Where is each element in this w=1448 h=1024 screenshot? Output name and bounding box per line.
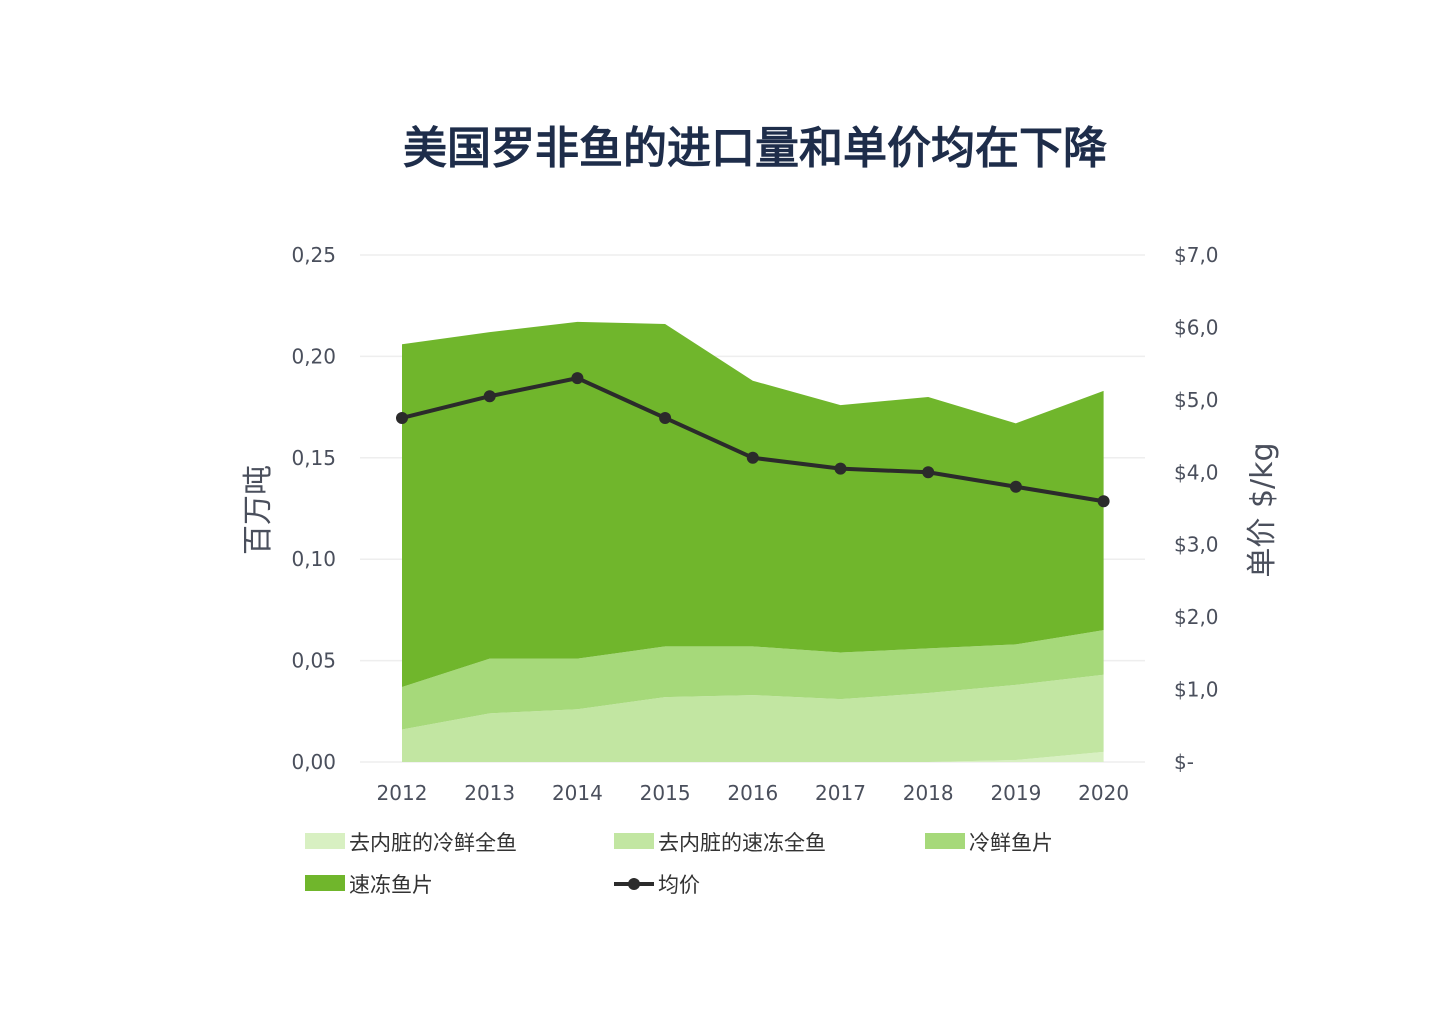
legend-item: 去内脏的速冻全鱼 [614, 831, 826, 855]
y2-tick-label: $2,0 [1174, 605, 1219, 629]
stacked-areas [402, 321, 1104, 762]
legend-item: 冷鲜鱼片 [925, 831, 1053, 855]
y2-tick-label: $6,0 [1174, 315, 1219, 339]
y-tick-label: 0,10 [291, 547, 336, 571]
legend-label: 去内脏的冷鲜全鱼 [349, 831, 517, 855]
y2-tick-label: $1,0 [1174, 678, 1219, 702]
y-tick-label: 0,00 [291, 750, 336, 774]
y-tick-label: 0,15 [291, 446, 336, 470]
legend-swatch [305, 875, 345, 891]
y2-axis-title: 单价 $/kg [1245, 442, 1280, 577]
y2-tick-label: $7,0 [1174, 243, 1219, 267]
legend-swatch [614, 833, 654, 849]
x-tick-label: 2020 [1078, 781, 1129, 805]
area-series [402, 630, 1104, 730]
legend-label: 冷鲜鱼片 [969, 831, 1053, 855]
area-series [402, 674, 1104, 762]
legend-label: 速冻鱼片 [349, 873, 433, 897]
price-point [1009, 480, 1022, 493]
legend-swatch [925, 833, 965, 849]
legend-swatch [305, 833, 345, 849]
x-tick-label: 2017 [815, 781, 866, 805]
right-axis-ticks: $- $1,0 $2,0 $3,0 $4,0 $5,0 $6,0 $7,0 [1174, 243, 1219, 774]
x-axis-ticks: 2012 2013 2014 2015 2016 2017 2018 2019 2020 [377, 781, 1130, 805]
price-point [571, 372, 584, 385]
y-tick-label: 0,05 [291, 649, 336, 673]
price-point [659, 411, 672, 424]
x-tick-label: 2016 [727, 781, 778, 805]
price-point [922, 466, 935, 479]
price-point [746, 451, 759, 464]
price-point [483, 390, 496, 403]
price-point [1097, 495, 1110, 508]
x-tick-label: 2012 [377, 781, 428, 805]
y2-tick-label: $- [1174, 750, 1194, 774]
y-tick-label: 0,20 [291, 344, 336, 368]
x-tick-label: 2014 [552, 781, 603, 805]
legend-item: 速冻鱼片 [305, 873, 433, 897]
left-axis-ticks: 0,00 0,05 0,10 0,15 0,20 0,25 [291, 243, 336, 774]
x-tick-label: 2018 [903, 781, 954, 805]
chart-title: 美国罗非鱼的进口量和单价均在下降 [403, 123, 1107, 174]
y2-tick-label: $3,0 [1174, 533, 1219, 557]
y-tick-label: 0,25 [291, 243, 336, 267]
x-tick-label: 2019 [990, 781, 1041, 805]
x-tick-label: 2015 [640, 781, 691, 805]
price-point [834, 462, 847, 475]
legend-marker [628, 878, 640, 890]
legend-label: 去内脏的速冻全鱼 [658, 831, 826, 855]
area-series [402, 751, 1104, 762]
y2-tick-label: $4,0 [1174, 460, 1219, 484]
y2-tick-label: $5,0 [1174, 388, 1219, 412]
legend-label: 均价 [658, 873, 700, 897]
y-axis-title: 百万吨 [241, 465, 276, 555]
average-price-line [396, 372, 1110, 508]
price-point [396, 411, 408, 424]
legend-item: 去内脏的冷鲜全鱼 [305, 831, 517, 855]
legend-item: 均价 [614, 873, 700, 897]
x-tick-label: 2013 [464, 781, 515, 805]
area-series [402, 321, 1104, 687]
